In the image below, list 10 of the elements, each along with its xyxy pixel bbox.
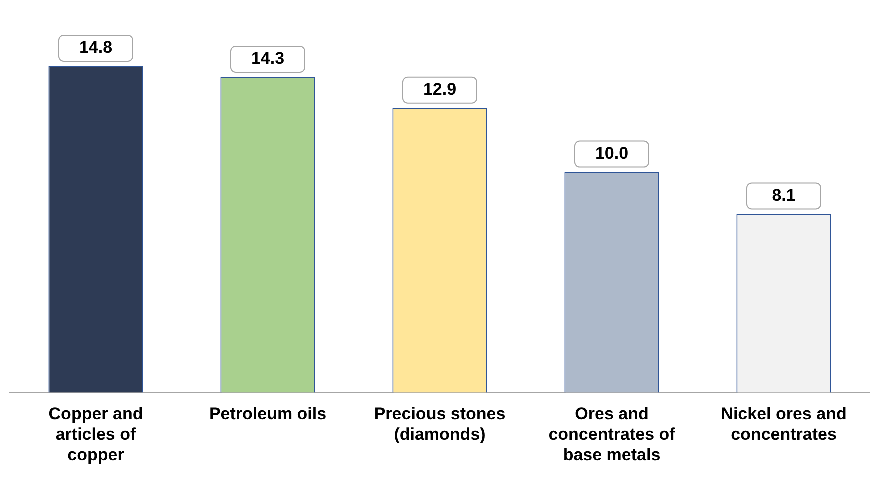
data-label: 14.3	[251, 49, 285, 68]
x-tick-label: Copper and articles of copper	[48, 404, 144, 464]
data-label: 14.8	[79, 38, 113, 58]
data-label: 12.9	[423, 80, 457, 100]
x-tick-label: Precious stones (diamonds)	[374, 404, 506, 444]
data-label: 10.0	[595, 144, 629, 163]
x-tick-label: Ores and concentrates of base metals	[548, 404, 676, 464]
x-tick-label: Petroleum oils	[209, 404, 327, 424]
data-label: 8.1	[772, 186, 796, 205]
x-tick-label: Nickel ores and concentrates	[721, 404, 847, 444]
